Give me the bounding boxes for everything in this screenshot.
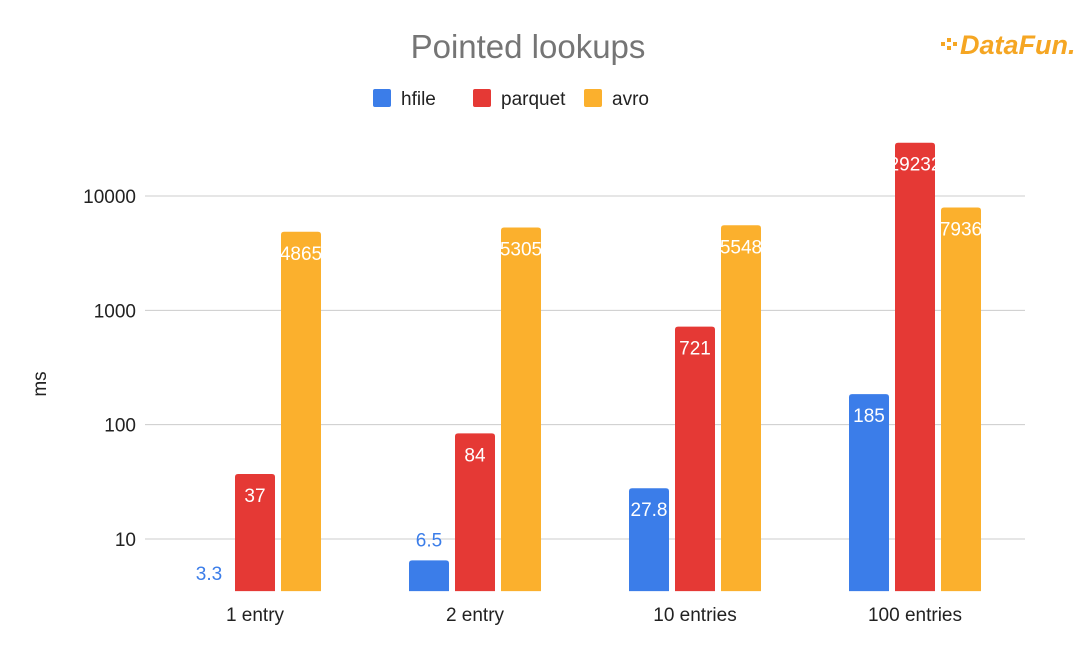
bar-parquet-10-entries [675,326,715,592]
legend-item-hfile: hfile [373,89,436,110]
gridlines [145,195,1025,540]
x-tick-label: 10 entries [653,605,736,626]
legend-swatch [373,89,391,107]
data-label-hfile-1-entry: 3.3 [196,564,222,585]
y-axis-ticks: 10 100 1000 10000 [83,187,136,551]
legend-swatch [584,89,602,107]
bar-parquet-2-entry [455,433,495,592]
data-labels: 3.3 37 4865 6.5 84 5305 27.8 721 5548 185 29232 793… [196,155,982,585]
legend: hfile parquet avro [373,89,649,110]
y-tick-label: 100 [104,416,136,437]
logo-dots-icon [941,38,957,50]
legend-item-parquet: parquet [473,89,566,110]
y-tick-label: 10 [115,530,136,551]
data-label-hfile-10-entries: 27.8 [631,500,668,521]
data-label-hfile-2-entry: 6.5 [416,530,442,551]
x-axis-ticks: 1 entry 2 entry 10 entries 100 entries [226,605,962,626]
x-tick-label: 100 entries [868,605,962,626]
chart-title: Pointed lookups [411,28,646,65]
data-label-parquet-1-entry: 37 [244,486,265,507]
bar-avro-1-entry [281,231,321,592]
logo-text: DataFun. [960,30,1076,60]
bar-avro-100-entries [941,207,981,592]
bar-hfile-100-entries [849,394,889,592]
legend-swatch [473,89,491,107]
bars [235,142,981,592]
x-tick-label: 1 entry [226,605,285,626]
legend-label: parquet [501,89,566,110]
data-label-avro-2-entry: 5305 [500,239,542,260]
y-tick-label: 10000 [83,187,136,208]
legend-item-avro: avro [584,89,649,110]
bar-parquet-1-entry [235,474,275,592]
legend-label: avro [612,89,649,110]
bar-hfile-2-entry [409,560,449,592]
bar-parquet-100-entries [895,142,935,592]
y-axis-label: ms [30,371,51,396]
data-label-avro-10-entries: 5548 [720,237,762,258]
data-label-parquet-100-entries: 29232 [889,155,942,176]
data-label-parquet-2-entry: 84 [464,445,486,466]
data-label-avro-1-entry: 4865 [280,244,322,265]
y-tick-label: 1000 [94,301,136,322]
data-label-avro-100-entries: 7936 [940,219,982,240]
bar-avro-10-entries [721,225,761,592]
bar-avro-2-entry [501,227,541,592]
x-tick-label: 2 entry [446,605,505,626]
data-label-parquet-10-entries: 721 [679,339,711,360]
data-label-hfile-100-entries: 185 [853,406,885,427]
bar-hfile-10-entries [629,488,669,592]
logo: DataFun. [941,30,1076,60]
legend-label: hfile [401,89,436,110]
